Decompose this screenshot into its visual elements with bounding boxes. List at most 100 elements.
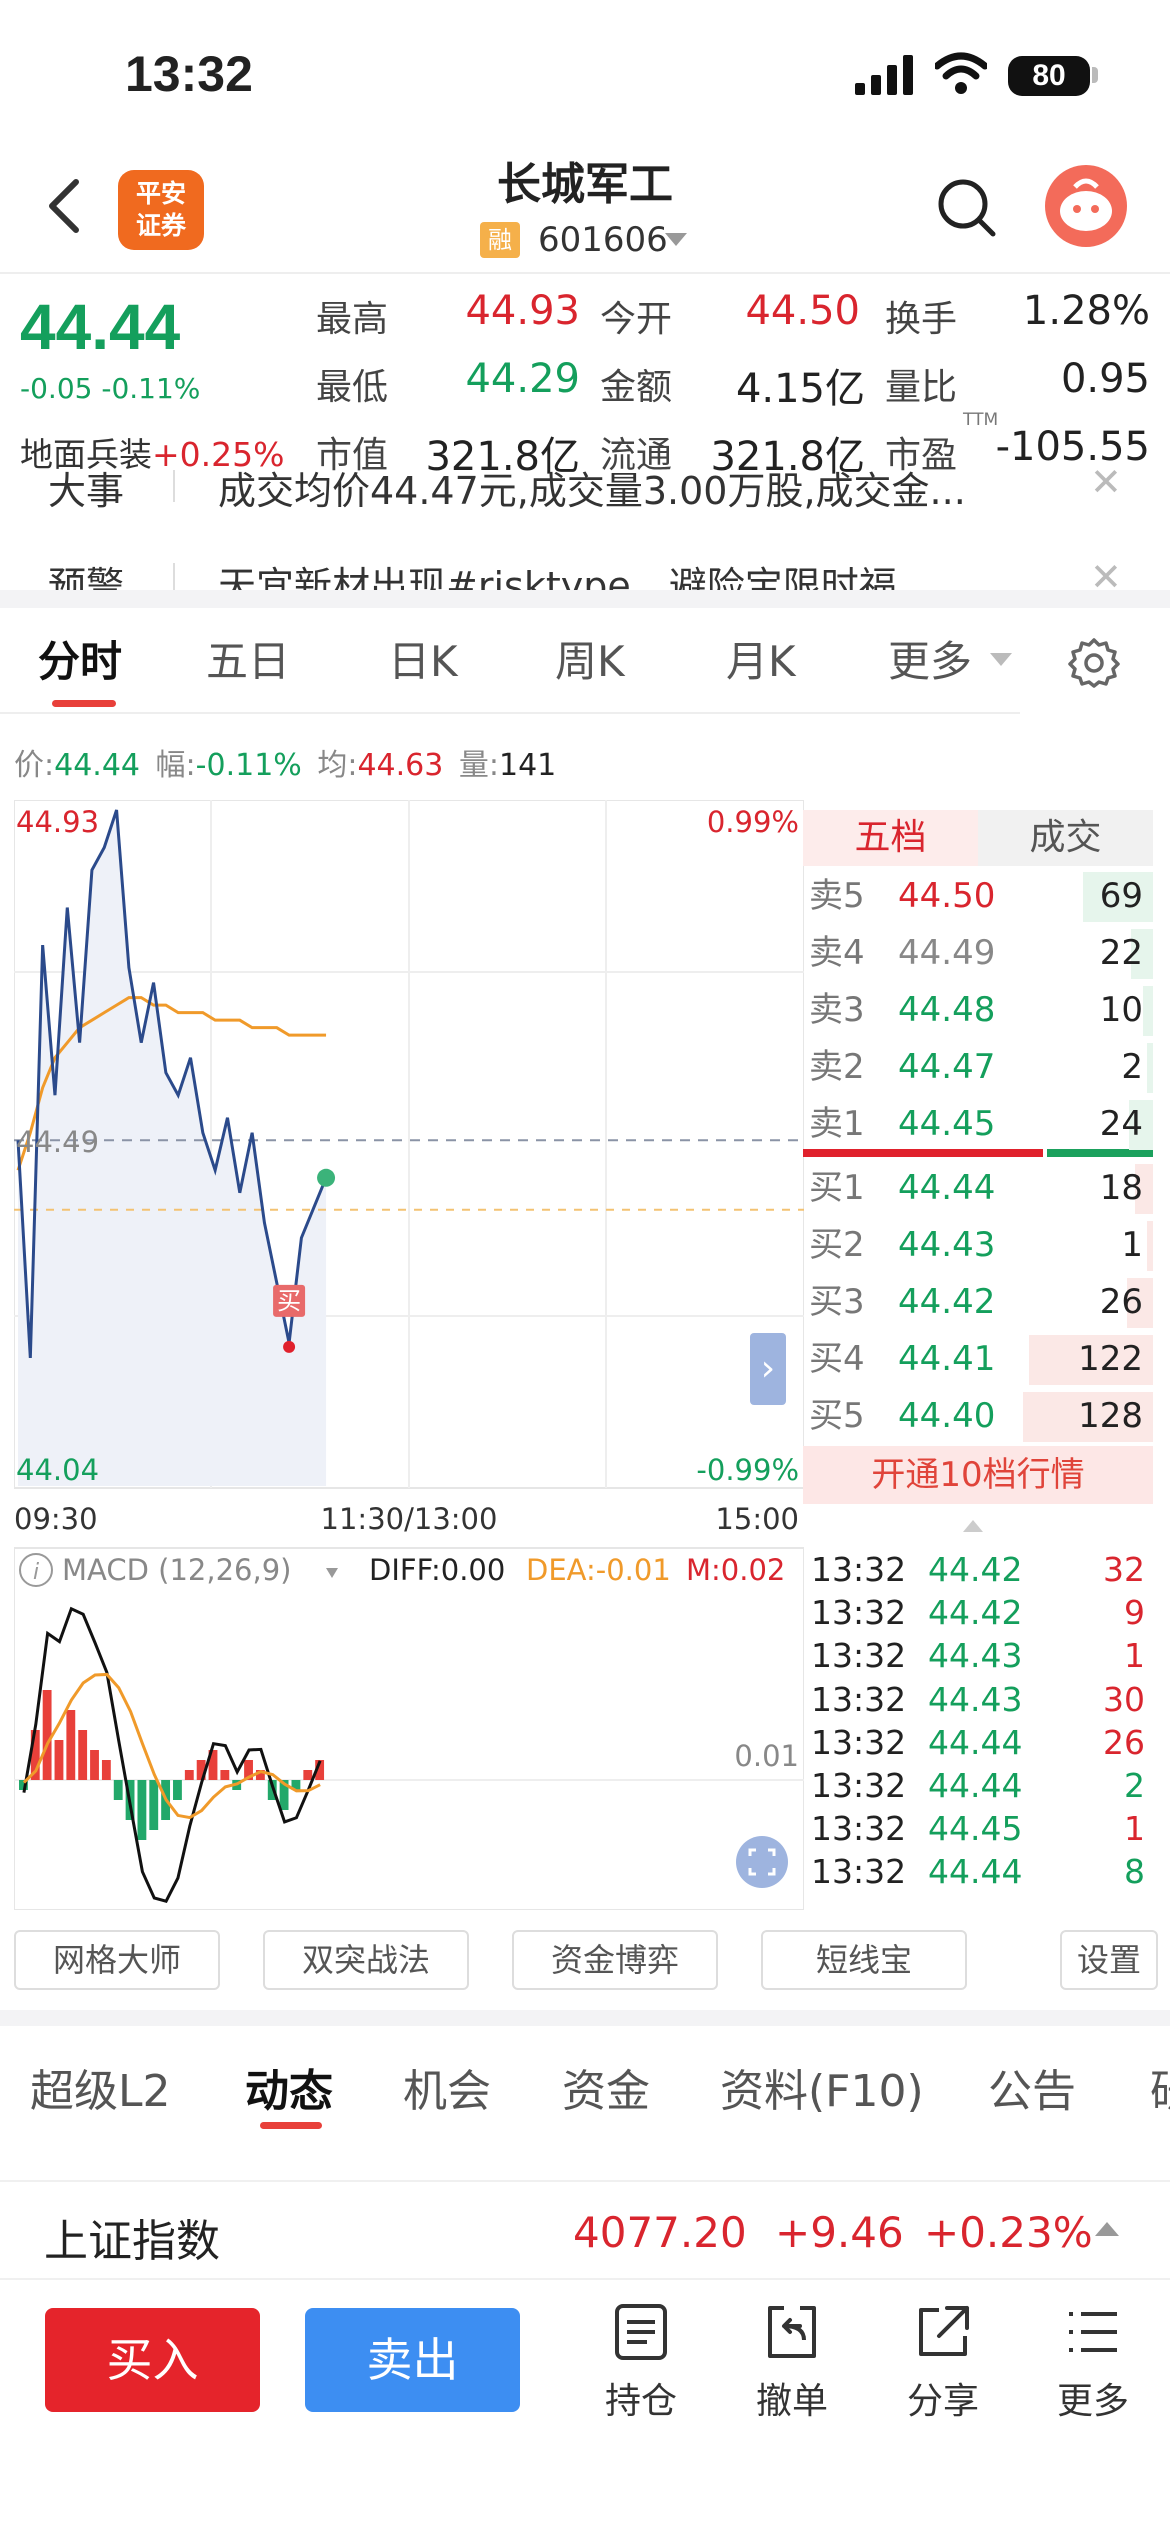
close-icon[interactable]: ✕	[1090, 470, 1122, 504]
tab-five-day[interactable]: 五日	[206, 637, 291, 686]
chevron-up-icon[interactable]	[963, 1520, 983, 1532]
double-breakout-button[interactable]: 双突战法	[263, 1930, 469, 1990]
sector-info[interactable]: 地面兵装+0.25%	[20, 428, 284, 476]
ask-row[interactable]: 卖3 44.48 10	[803, 982, 1153, 1039]
sell-button[interactable]: 卖出	[305, 2308, 520, 2412]
short-line-button[interactable]: 短线宝	[761, 1930, 967, 1990]
tab-dynamics[interactable]: 动态	[245, 2066, 333, 2117]
gear-icon[interactable]	[1068, 636, 1120, 688]
assistant-avatar[interactable]	[1045, 165, 1127, 247]
macd-panel-frame	[14, 1547, 804, 1910]
status-time: 13:32	[125, 46, 253, 102]
ask-row[interactable]: 卖5 44.50 69	[803, 868, 1153, 925]
open-value: 44.50	[745, 288, 860, 334]
assistant-face-icon	[1060, 178, 1112, 231]
macd-bar	[196, 1760, 206, 1780]
depth-bar	[1082, 872, 1153, 922]
tab-more[interactable]: 更多	[888, 637, 973, 686]
level-volume: 122	[1078, 1339, 1143, 1379]
search-icon[interactable]	[935, 176, 997, 238]
tab-five-levels[interactable]: 五档	[803, 810, 978, 866]
trade-volume: 1	[1124, 1636, 1145, 1676]
level-volume: 69	[1099, 876, 1143, 916]
tab-daily-k[interactable]: 日K	[388, 637, 458, 686]
tab-weekly-k[interactable]: 周K	[555, 637, 625, 686]
macd-bar	[279, 1780, 289, 1810]
trade-row: 13:32 44.43 1	[803, 1636, 1153, 1679]
bid-row[interactable]: 买3 44.42 26	[803, 1274, 1153, 1331]
pe-value: -105.55	[995, 424, 1150, 470]
tab-profile-f10[interactable]: 资料(F10)	[720, 2066, 924, 2117]
bid-row[interactable]: 买4 44.41 122	[803, 1331, 1153, 1388]
chart-bottom-price: 44.04	[16, 1453, 99, 1487]
tab-monthly-k[interactable]: 月K	[726, 637, 796, 686]
ask-row[interactable]: 卖4 44.49 22	[803, 925, 1153, 982]
index-bar[interactable]	[0, 2180, 1170, 2280]
bid-row[interactable]: 买5 44.40 128	[803, 1388, 1153, 1445]
ticker-row-event[interactable]: 大事 成交均价44.47元,成交量3.00万股,成交金... ✕	[0, 470, 1170, 520]
capital-game-button[interactable]: 资金博弈	[512, 1930, 718, 1990]
news-ticker[interactable]: 大事 成交均价44.47元,成交量3.00万股,成交金... ✕ 预警 天宜新材…	[0, 470, 1170, 600]
tab-super-l2[interactable]: 超级L2	[30, 2066, 171, 2117]
back-arrow-icon[interactable]	[40, 176, 90, 236]
chevron-up-icon[interactable]	[1095, 2222, 1119, 2236]
fullscreen-icon[interactable]	[736, 1836, 788, 1888]
wifi-icon	[935, 52, 987, 94]
bid-row[interactable]: 买2 44.43 1	[803, 1217, 1153, 1274]
trade-price: 44.44	[928, 1766, 1023, 1805]
trade-time: 13:32	[811, 1679, 907, 1719]
level-label: 卖5	[809, 876, 865, 916]
level-label: 买5	[809, 1396, 865, 1436]
tools-settings-button[interactable]: 设置	[1060, 1930, 1158, 1990]
stock-code[interactable]: 601606	[538, 220, 668, 260]
open-level10-button[interactable]: 开通10档行情	[803, 1446, 1153, 1504]
depth-bar	[1126, 1278, 1153, 1328]
tab-opportunity[interactable]: 机会	[403, 2066, 491, 2117]
bid-row[interactable]: 买1 44.44 18	[803, 1160, 1153, 1217]
share-button[interactable]: 分享	[888, 2300, 998, 2424]
level-price: 44.44	[898, 1168, 996, 1208]
macd-bar	[315, 1760, 325, 1780]
tab-research[interactable]: 研	[1150, 2055, 1170, 2119]
depth-bar	[1134, 1164, 1153, 1214]
macd-title[interactable]: MACD (12,26,9)	[62, 1553, 291, 1587]
chevron-down-icon[interactable]	[326, 1568, 338, 1578]
level-volume: 2	[1121, 1047, 1143, 1087]
ask-row[interactable]: 卖2 44.47 2	[803, 1039, 1153, 1096]
tab-funds[interactable]: 资金	[562, 2066, 650, 2117]
cancel-order-button[interactable]: 撤单	[737, 2300, 847, 2424]
chevron-down-icon[interactable]	[665, 233, 687, 246]
trade-price: 44.45	[928, 1809, 1023, 1849]
turnover-label: 换手	[885, 299, 958, 340]
amount-value: 4.15亿	[735, 366, 865, 412]
ask-row[interactable]: 卖1 44.45 24	[803, 1096, 1153, 1153]
tab-intraday[interactable]: 分时	[38, 637, 123, 686]
info-circle-icon[interactable]	[19, 1553, 53, 1587]
trade-price: 44.44	[928, 1722, 1023, 1762]
trade-time: 13:32	[811, 1766, 907, 1805]
depth-bar	[1023, 1392, 1153, 1442]
level-price: 44.45	[898, 1104, 996, 1144]
info-i-glyph: i	[33, 1560, 39, 1585]
info-amp: -0.11%	[195, 748, 302, 783]
broker-logo[interactable]: 平安 证券	[118, 170, 204, 250]
intraday-chart[interactable]: 买 44.93 0.99% 44.04 -0.99% 44.49 09:30 1…	[14, 800, 804, 1910]
depth-bar	[1147, 1221, 1153, 1271]
tab-announcements[interactable]: 公告	[988, 2066, 1076, 2117]
level-price: 44.47	[898, 1047, 996, 1087]
stock-name[interactable]: 长城军工	[497, 159, 673, 210]
chevron-right-icon[interactable]: ›	[750, 1333, 786, 1405]
grid-master-button[interactable]: 网格大师	[14, 1930, 220, 1990]
tab-trades[interactable]: 成交	[978, 810, 1153, 866]
macd-dea: DEA:-0.01	[526, 1553, 671, 1587]
macd-bar	[303, 1770, 313, 1780]
level-volume: 22	[1099, 933, 1143, 973]
buy-button[interactable]: 买入	[45, 2308, 260, 2412]
position-button[interactable]: 持仓	[586, 2300, 696, 2424]
more-button[interactable]: 更多	[1038, 2300, 1148, 2424]
index-change: +9.46	[775, 2208, 904, 2257]
margin-badge: 融	[480, 222, 520, 258]
cellular-signal-icon	[855, 55, 913, 95]
chevron-down-icon[interactable]	[990, 653, 1012, 666]
trade-volume: 9	[1124, 1593, 1145, 1633]
